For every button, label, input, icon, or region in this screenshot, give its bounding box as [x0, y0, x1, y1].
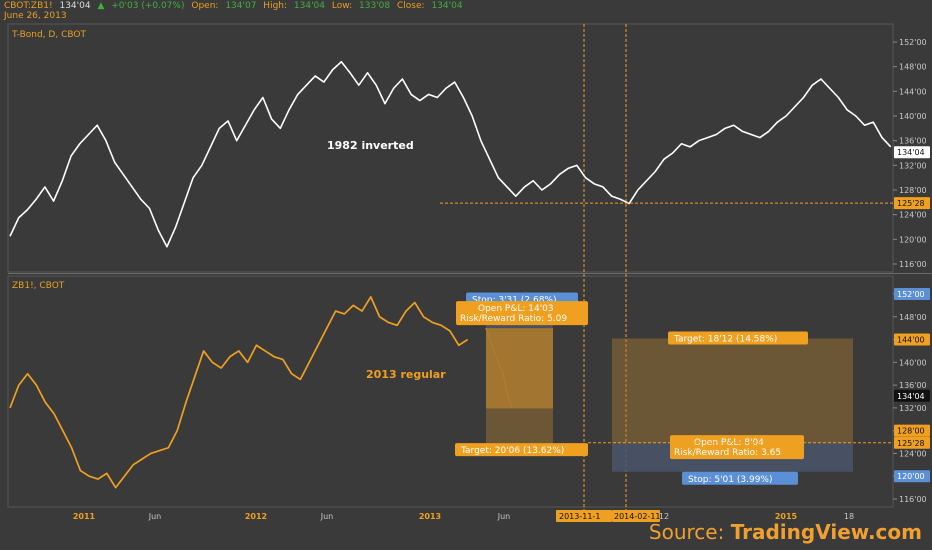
source-name: TradingView.com	[730, 520, 922, 544]
last-price: 134'04	[59, 1, 91, 11]
y-tick-label-0-0: 152'00	[899, 38, 927, 47]
close-value: 134'04	[431, 1, 463, 11]
top-pane-frame	[7, 23, 894, 273]
y-tick-label-0-4: 136'00	[899, 137, 927, 146]
x-tick-label-2: 2012	[245, 512, 267, 521]
top-last-price-tag: 134'04	[897, 148, 925, 157]
trade-2-target-box	[668, 331, 808, 345]
up-arrow-icon: ▲	[97, 1, 105, 11]
x-crosshair-tag-2-box	[612, 510, 660, 522]
source-credit: Source: TradingView.com	[649, 520, 922, 544]
bottom-annotation: 2013 regular	[366, 368, 446, 381]
y-tick-label-0-9: 116'00	[899, 260, 927, 269]
trade-2-pnl-box	[670, 435, 804, 460]
top-annotation: 1982 inverted	[327, 139, 414, 152]
bottom-tag-120-box	[894, 470, 930, 483]
bottom-last-price-tag-box	[894, 389, 930, 402]
trade-2-rr-label: Risk/Reward Ratio: 3.65	[674, 448, 781, 458]
bottom-pane-title: ZB1!, CBOT	[12, 281, 65, 291]
trade-1-pnl-label: Open P&L: 14'03	[478, 304, 554, 314]
high-label: High:	[263, 1, 288, 11]
y-tick-label-0-8: 120'00	[899, 235, 927, 244]
x-tick-label-3: Jun	[320, 512, 334, 521]
trade-1-target-box	[455, 443, 588, 457]
x-tick-label-9: 2015	[775, 512, 798, 521]
symbol-header: CBOT:ZB1! 134'04 ▲ +0'03 (+0.07%) Open: …	[4, 1, 467, 11]
low-value: 133'08	[359, 1, 391, 11]
y-tick-label-0-2: 144'00	[899, 87, 927, 96]
top-last-price-box	[894, 146, 930, 159]
y-tick-label-1-1: 148'00	[899, 313, 927, 322]
x-crosshair-tag-1: 2013-11-1	[559, 512, 600, 521]
low-label: Low:	[331, 1, 353, 11]
trade-1-pnl-box	[456, 301, 588, 326]
y-tick-label-0-5: 132'00	[899, 161, 927, 170]
x-tick-label-1: Jun	[148, 512, 162, 521]
open-label: Open:	[191, 1, 219, 11]
bottom-pane-frame	[7, 275, 894, 508]
trade-1-target-label: Target: 20'06 (13.62%)	[460, 446, 564, 456]
top-hline-tag-box	[894, 197, 930, 210]
top-pane-title: T-Bond, D, CBOT	[12, 30, 86, 40]
y-tick-label-0-7: 124'00	[899, 211, 927, 220]
bottom-tag-144: 144'00	[897, 336, 925, 345]
header-date: June 26, 2013	[4, 11, 67, 21]
symbol-name[interactable]: CBOT:ZB1!	[4, 1, 53, 11]
trade-2-target-label: Target: 18'12 (14.58%)	[673, 334, 777, 344]
y-tick-label-1-4: 136'00	[899, 381, 927, 390]
y-tick-label-1-7: 124'00	[899, 449, 927, 458]
x-tick-label-8: 12	[659, 512, 669, 521]
trade-1-rr-label: Risk/Reward Ratio: 5.09	[460, 314, 567, 324]
top-series-line	[9, 60, 892, 248]
bottom-tag-125: 125'28	[897, 439, 925, 448]
y-tick-label-1-5: 132'00	[899, 404, 927, 413]
trade-1-stop-label: Stop: 3'31 (2.68%)	[472, 296, 556, 306]
trade-2-stop-box	[682, 471, 798, 485]
y-tick-label-0-6: 128'00	[899, 186, 927, 195]
high-value: 134'04	[293, 1, 325, 11]
x-tick-label-4: 2013	[419, 512, 441, 521]
bottom-last-price-tag: 134'04	[897, 392, 925, 401]
bottom-tag-120: 120'00	[897, 472, 925, 481]
bottom-tag-128: 128'00	[897, 427, 925, 436]
x-crosshair-tag-2: 2014-02-11	[614, 512, 661, 521]
x-tick-label-10: 18	[844, 512, 854, 521]
y-tick-label-0-1: 148'00	[899, 63, 927, 72]
y-tick-label-0-3: 140'00	[899, 112, 927, 121]
bottom-tag-152: 152'00	[897, 290, 925, 299]
close-label: Close:	[397, 1, 425, 11]
x-tick-label-5: Jun	[497, 512, 511, 521]
open-value: 134'07	[225, 1, 257, 11]
bottom-tag-152-box	[894, 288, 930, 300]
bottom-series-line	[9, 295, 469, 489]
y-tick-label-1-3: 140'00	[899, 358, 927, 367]
top-hline-tag: 125'28	[897, 199, 925, 208]
bottom-tag-125-box	[894, 436, 930, 449]
bottom-tag-144-box	[894, 333, 930, 346]
trade-2-target-zone	[612, 338, 853, 444]
trade-1-pnl-zone	[486, 328, 553, 409]
x-crosshair-tag-1-box	[556, 510, 612, 522]
x-tick-label-0: 2011	[73, 512, 96, 521]
y-tick-label-1-9: 116'00	[899, 495, 927, 504]
bottom-tag-128-box	[894, 424, 930, 437]
price-change: +0'03 (+0.07%)	[111, 1, 185, 11]
trade-2-stop-label: Stop: 5'01 (3.99%)	[688, 475, 772, 485]
source-prefix: Source:	[648, 520, 731, 544]
